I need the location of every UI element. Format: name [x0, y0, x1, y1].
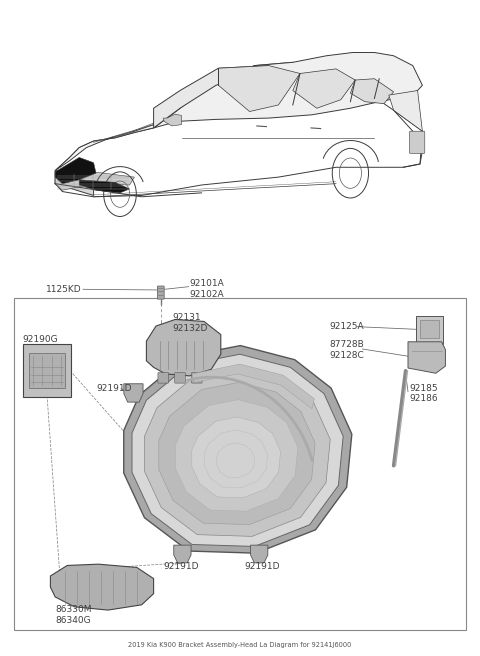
- FancyBboxPatch shape: [157, 286, 164, 299]
- Polygon shape: [154, 52, 422, 128]
- Text: 92125A: 92125A: [329, 322, 364, 331]
- Text: 87728B
92128C: 87728B 92128C: [329, 340, 364, 360]
- Text: 92190G: 92190G: [23, 335, 58, 344]
- Polygon shape: [192, 364, 314, 409]
- Polygon shape: [55, 172, 134, 190]
- Text: 92101A
92102A: 92101A 92102A: [190, 279, 224, 298]
- Text: 92191D: 92191D: [163, 562, 199, 571]
- Polygon shape: [192, 417, 280, 498]
- Text: 86330M
86340G: 86330M 86340G: [55, 605, 92, 625]
- Polygon shape: [55, 157, 96, 184]
- Bar: [14, 298, 466, 630]
- Polygon shape: [408, 342, 445, 373]
- Polygon shape: [159, 382, 315, 525]
- Polygon shape: [55, 171, 94, 195]
- Text: 1125KD: 1125KD: [46, 285, 82, 294]
- Bar: [416, 316, 443, 344]
- FancyBboxPatch shape: [192, 373, 202, 383]
- FancyBboxPatch shape: [409, 131, 425, 154]
- Polygon shape: [293, 69, 355, 108]
- Polygon shape: [124, 384, 143, 402]
- Polygon shape: [146, 319, 221, 376]
- Text: 92191D: 92191D: [245, 562, 280, 571]
- Polygon shape: [79, 180, 130, 193]
- Polygon shape: [174, 545, 191, 563]
- Polygon shape: [50, 564, 154, 610]
- Polygon shape: [218, 66, 300, 112]
- Polygon shape: [251, 545, 268, 563]
- Text: 92185
92186: 92185 92186: [409, 384, 438, 403]
- Polygon shape: [132, 354, 343, 546]
- FancyBboxPatch shape: [29, 353, 65, 388]
- Polygon shape: [350, 79, 394, 104]
- Polygon shape: [55, 108, 180, 171]
- Polygon shape: [389, 91, 422, 131]
- Bar: [420, 320, 439, 338]
- FancyBboxPatch shape: [23, 344, 71, 397]
- Polygon shape: [154, 66, 269, 128]
- Text: 92131
92132D: 92131 92132D: [173, 313, 208, 333]
- FancyBboxPatch shape: [158, 373, 168, 383]
- Polygon shape: [175, 400, 298, 511]
- FancyBboxPatch shape: [175, 373, 185, 383]
- Polygon shape: [124, 346, 352, 553]
- Text: 92191D: 92191D: [96, 384, 132, 393]
- Text: 2019 Kia K900 Bracket Assembly-Head La Diagram for 92141J6000: 2019 Kia K900 Bracket Assembly-Head La D…: [128, 642, 352, 648]
- Polygon shape: [163, 114, 181, 126]
- Polygon shape: [144, 367, 330, 537]
